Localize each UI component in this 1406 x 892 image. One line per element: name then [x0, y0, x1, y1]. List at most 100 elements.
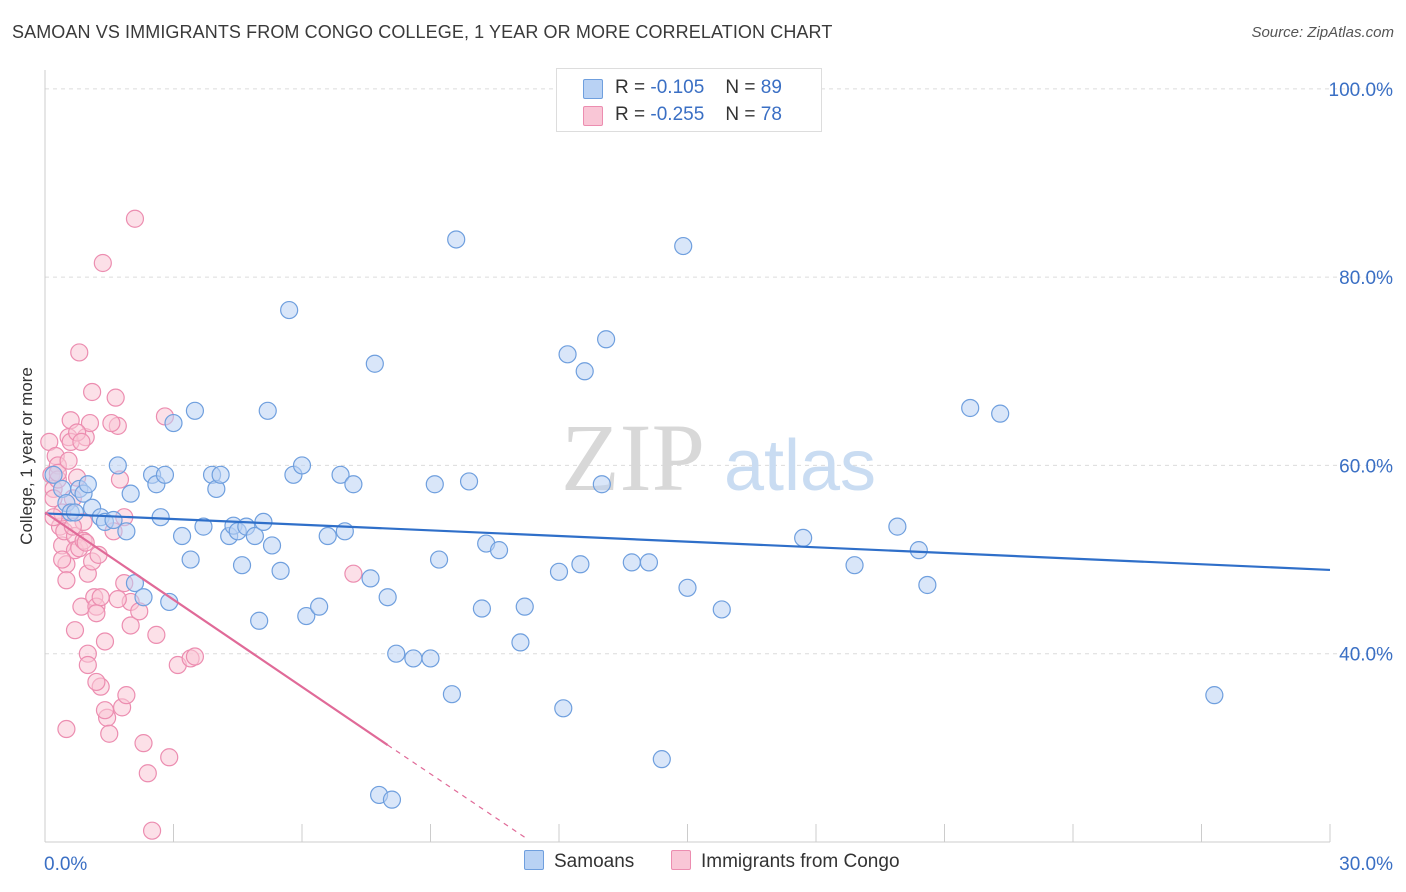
watermark: ZIP atlas: [561, 404, 876, 511]
samoan-point: [909, 541, 928, 560]
samoan-point: [571, 555, 590, 574]
samoan-point: [421, 649, 440, 668]
congo-point: [93, 253, 112, 273]
legend-n-label: N =: [725, 104, 756, 125]
legend-n-value: 89: [760, 77, 782, 98]
legend-r-label: R =: [615, 77, 646, 98]
samoan-point: [271, 561, 290, 580]
samoan-point: [991, 404, 1010, 423]
congo-point: [142, 821, 162, 840]
congo-point: [344, 564, 363, 583]
congo-point: [57, 719, 76, 739]
samoan-point: [961, 398, 980, 418]
legend-label-samoans: Samoans: [554, 851, 635, 872]
samoan-point: [622, 553, 641, 572]
legend-swatch-blue: [524, 850, 544, 870]
congo-point: [147, 625, 166, 644]
samoan-point: [108, 456, 127, 475]
samoan-point: [155, 465, 175, 484]
y-tick-label: 60.0%: [1339, 456, 1393, 477]
samoan-point: [425, 475, 444, 494]
samoan-point: [489, 541, 509, 560]
legend-r-value: -0.255: [650, 104, 705, 125]
congo-point: [160, 748, 179, 767]
congo-point: [65, 621, 85, 640]
samoan-point: [280, 300, 299, 320]
y-tick-label: 80.0%: [1339, 268, 1393, 289]
samoan-point: [515, 597, 534, 616]
samoan-point: [554, 699, 573, 718]
congo-point: [121, 616, 140, 635]
congo-point: [106, 388, 125, 407]
x-tick-label: 0.0%: [44, 854, 87, 875]
samoan-point: [382, 790, 402, 809]
legend-swatch-pink: [583, 106, 603, 126]
samoan-point: [344, 475, 363, 494]
chart-title: SAMOAN VS IMMIGRANTS FROM CONGO COLLEGE,…: [12, 22, 833, 42]
samoan-point: [361, 569, 380, 588]
congo-point: [185, 647, 205, 666]
samoan-point: [447, 230, 466, 249]
samoan-point: [211, 465, 230, 484]
congo-point: [117, 686, 136, 705]
congo-point: [53, 550, 72, 569]
samoan-point: [592, 475, 611, 494]
samoan-point: [172, 526, 192, 546]
congo-point: [95, 701, 115, 720]
samoan-point: [117, 522, 136, 541]
trend-lines: [44, 511, 1331, 838]
congo-point: [72, 432, 91, 451]
legend-swatch-blue: [583, 79, 603, 99]
samoan-point: [712, 600, 731, 619]
congo-trend-extension: [387, 744, 526, 838]
samoan-point: [297, 606, 316, 626]
samoan-point: [674, 236, 693, 256]
samoan-point: [794, 528, 813, 548]
samoan-point: [472, 599, 491, 618]
series-samoans-points: [44, 230, 1224, 809]
samoan-point: [597, 330, 616, 349]
samoan-point: [575, 362, 594, 381]
congo-point: [134, 734, 153, 753]
samoan-point: [262, 536, 282, 555]
congo-point: [100, 724, 119, 743]
samoan-point: [888, 517, 907, 536]
watermark-atlas: atlas: [724, 426, 876, 506]
congo-point: [78, 655, 97, 675]
congo-point: [59, 451, 78, 470]
y-tick-label: 100.0%: [1329, 80, 1394, 101]
samoan-point: [639, 553, 659, 572]
samoan-point: [678, 578, 697, 597]
congo-point: [95, 632, 115, 651]
samoan-point: [310, 597, 329, 616]
congo-point: [102, 413, 121, 433]
samoan-point: [318, 526, 337, 546]
samoan-point: [164, 413, 183, 433]
samoan-point: [292, 456, 312, 475]
legend-n-value: 78: [760, 104, 782, 125]
samoan-point: [134, 588, 153, 607]
bottom-legend-samoans[interactable]: Samoans: [524, 850, 634, 873]
samoan-point: [232, 556, 252, 575]
bottom-legend-congo[interactable]: Immigrants from Congo: [671, 850, 900, 873]
samoans-trend-line: [44, 512, 1331, 572]
samoan-point: [378, 588, 397, 607]
congo-point: [70, 343, 89, 362]
samoan-point: [387, 644, 406, 663]
samoan-point: [442, 685, 462, 704]
congo-point: [125, 209, 145, 228]
samoan-point: [365, 354, 384, 373]
congo-point: [108, 590, 127, 609]
congo-point: [91, 588, 110, 607]
samoan-point: [558, 345, 577, 364]
samoan-point: [652, 750, 671, 769]
legend-r-value: -0.105: [650, 77, 705, 98]
samoan-point: [918, 575, 937, 595]
samoan-point: [185, 401, 205, 420]
axes: [44, 70, 1331, 843]
congo-point: [83, 382, 102, 402]
samoan-point: [44, 465, 63, 484]
samoan-point: [429, 550, 449, 569]
legend-swatch-pink: [671, 850, 691, 870]
